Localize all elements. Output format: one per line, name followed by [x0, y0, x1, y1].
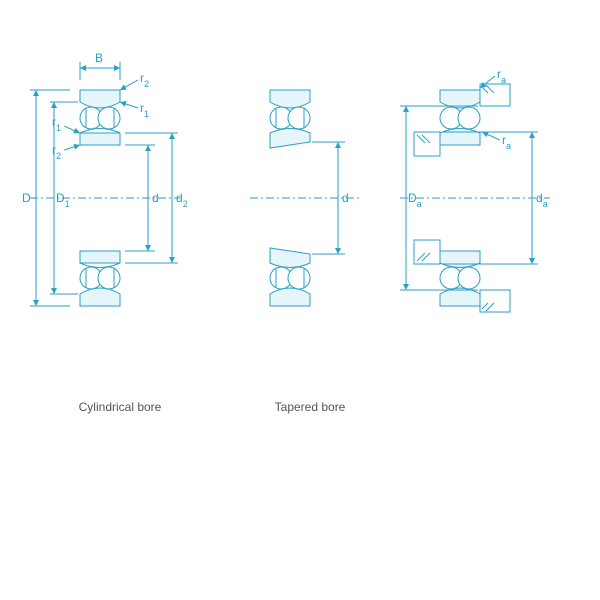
- label-Da: Da: [408, 191, 422, 209]
- caption-cylindrical: Cylindrical bore: [60, 400, 180, 414]
- figure-tapered: d: [250, 90, 360, 306]
- label-d2: d2: [176, 191, 188, 209]
- label-da: da: [536, 191, 548, 209]
- label-r2-top: r2: [140, 71, 149, 89]
- label-ra-mid: ra: [502, 133, 511, 151]
- label-B: B: [95, 51, 103, 65]
- label-D: D: [22, 191, 31, 205]
- label-ra-top: ra: [497, 67, 506, 85]
- label-r1-left: r1: [52, 115, 61, 133]
- label-tapered-d: d: [342, 191, 349, 205]
- figure-cylindrical: B r2 r1 r1 r2 D D1 d d2: [22, 51, 188, 306]
- label-D1: D1: [56, 191, 70, 209]
- bearing-diagram-svg: B r2 r1 r1 r2 D D1 d d2: [0, 0, 600, 600]
- label-r1-top: r1: [140, 101, 149, 119]
- diagram-canvas: B r2 r1 r1 r2 D D1 d d2: [0, 0, 600, 600]
- figure-abutment: ra ra Da da: [400, 67, 550, 312]
- label-r2-left: r2: [52, 143, 61, 161]
- label-d: d: [152, 191, 159, 205]
- caption-tapered: Tapered bore: [250, 400, 370, 414]
